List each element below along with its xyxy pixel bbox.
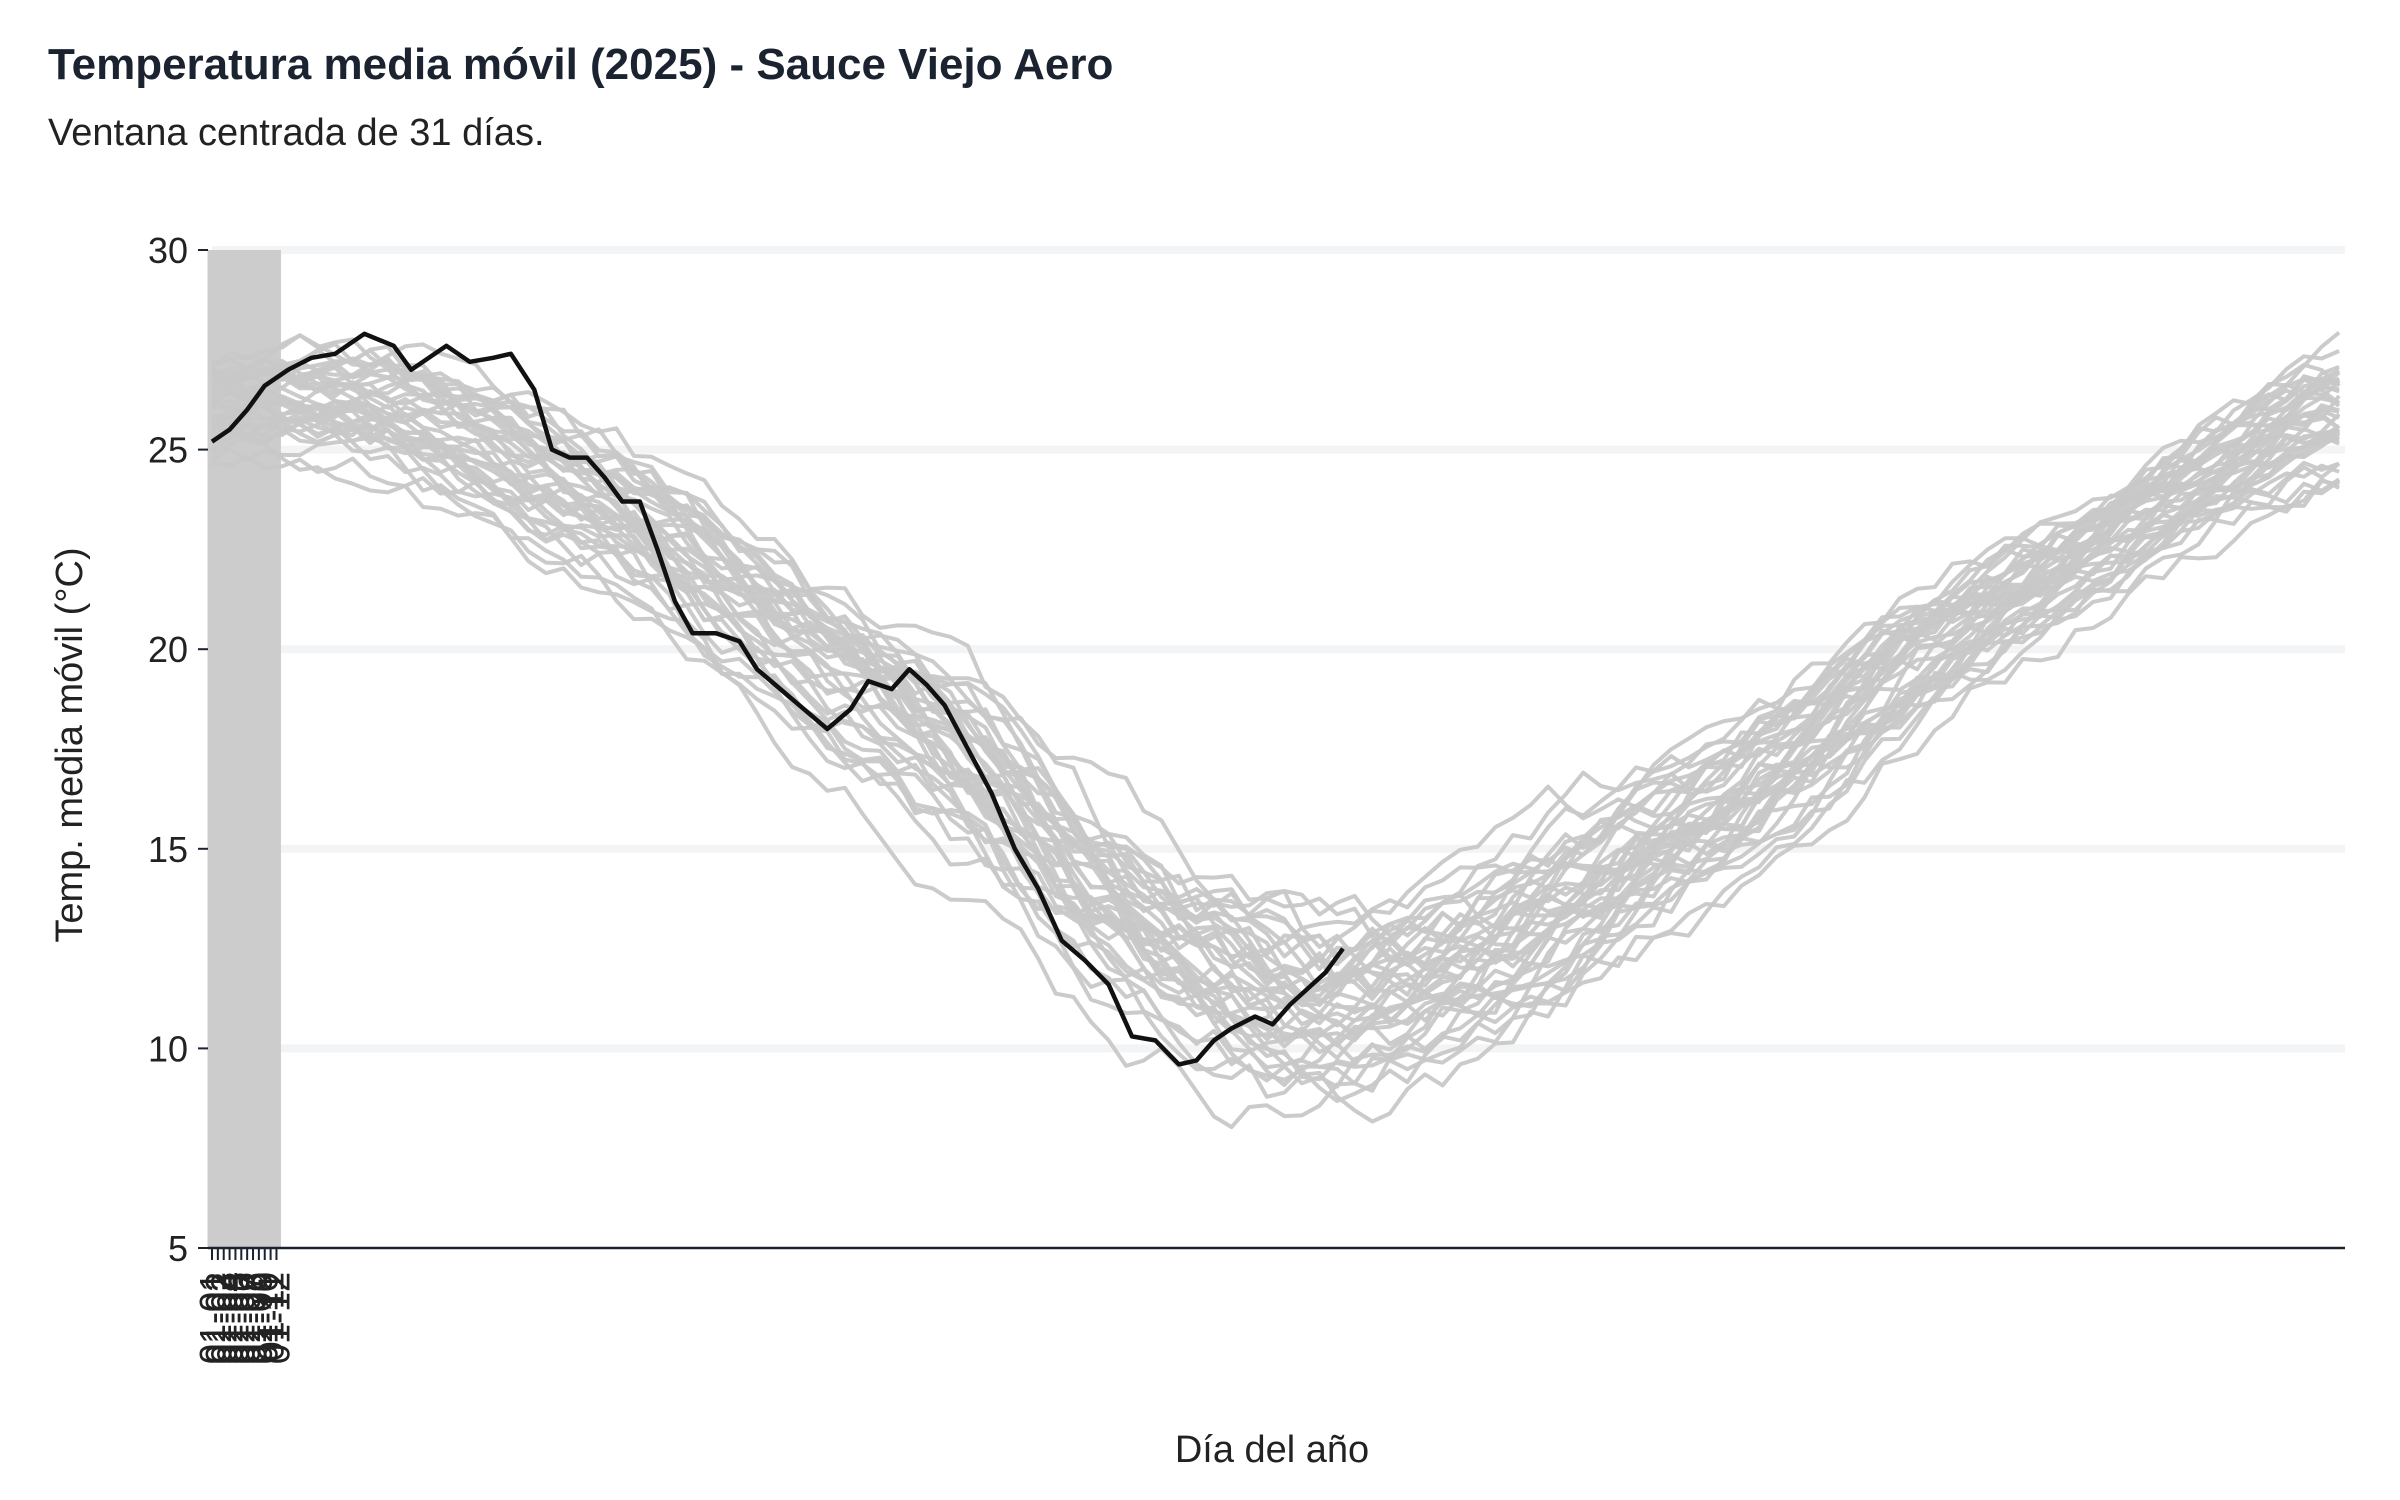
- chart-title: Temperatura media móvil (2025) - Sauce V…: [48, 40, 1114, 89]
- history-lines: [210, 330, 2341, 1130]
- y-tick-label: 20: [148, 629, 188, 670]
- current-year-line: [210, 331, 1345, 1067]
- history-year-line: [211, 348, 2340, 972]
- y-tick-label: 10: [148, 1028, 188, 1069]
- history-year-line: [210, 435, 2340, 1124]
- x-tick-label: 01-03: [204, 1272, 245, 1364]
- x-tick-label: 01-04: [210, 1272, 251, 1364]
- history-year-line: [211, 402, 2340, 1070]
- y-tick-label: 30: [148, 230, 188, 271]
- x-tick-label: 01-06: [221, 1272, 262, 1364]
- history-year-line: [211, 379, 2341, 997]
- x-axis-label: Día del año: [1175, 1429, 1369, 1471]
- x-tick-label: 01-07: [227, 1272, 268, 1364]
- x-tick-labels: 01-0101-0201-0301-0401-0501-0601-0701-08…: [192, 1272, 297, 1364]
- y-tick-label: 15: [148, 829, 188, 870]
- chart-subtitle: Ventana centrada de 31 días.: [48, 112, 545, 154]
- history-year-line: [211, 359, 2341, 963]
- x-tick-label: 01-02: [198, 1272, 239, 1364]
- y-tick-labels: 5 10 15 20 25 30: [148, 230, 188, 1269]
- y-tick-label: 5: [168, 1228, 188, 1269]
- x-tick-label: 01-12: [256, 1272, 297, 1364]
- history-year-line: [211, 333, 2340, 966]
- history-year-line: [211, 356, 2341, 996]
- history-year-line: [210, 361, 2341, 997]
- y-axis-label: Temp. media móvil (°C): [49, 547, 91, 942]
- history-year-line: [211, 422, 2341, 1082]
- x-tick-label: 01-08: [233, 1272, 274, 1364]
- y-tick-label: 25: [148, 430, 188, 471]
- history-year-line: [211, 330, 2341, 938]
- x-tick-label: 01-11: [251, 1272, 292, 1361]
- history-year-line: [211, 380, 2340, 1000]
- x-tick-label: 01-01: [192, 1272, 233, 1364]
- history-year-line: [210, 375, 2341, 1049]
- history-year-line: [211, 372, 2340, 1009]
- x-tick-label: 01-05: [215, 1272, 256, 1364]
- series-line-2025: [210, 331, 1345, 1067]
- history-year-line: [211, 412, 2341, 1089]
- axes: [198, 249, 2345, 1260]
- x-tick-label: 01-09: [239, 1272, 280, 1364]
- x-tick-label: 01-10: [245, 1272, 286, 1364]
- history-year-line: [211, 402, 2341, 1028]
